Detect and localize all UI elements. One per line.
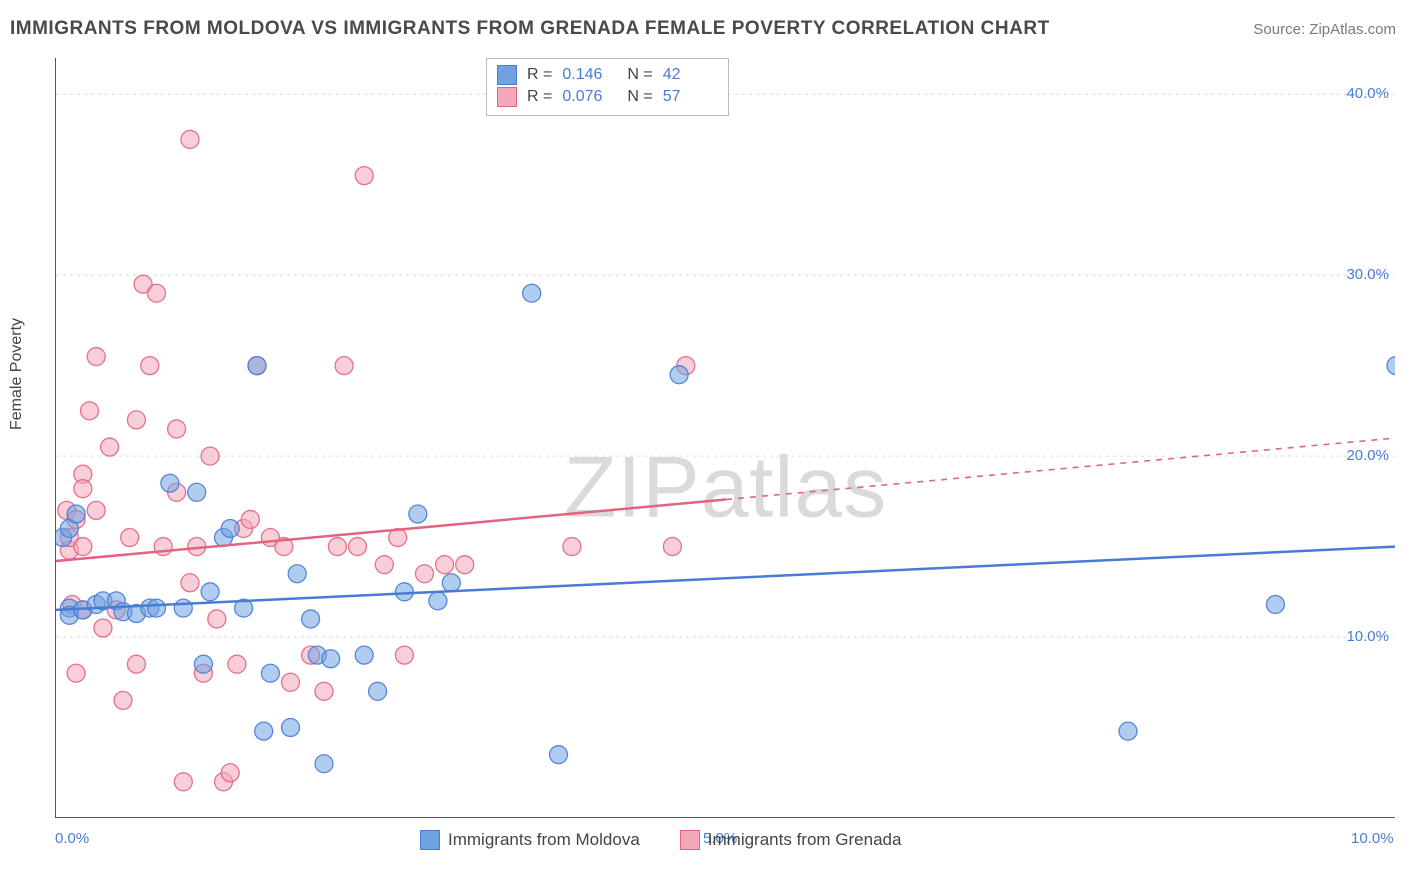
series-legend-item: Immigrants from Moldova — [420, 830, 640, 850]
legend-swatch — [497, 65, 517, 85]
y-tick-label: 20.0% — [1329, 447, 1389, 464]
n-value: 42 — [663, 66, 718, 84]
y-tick-label: 40.0% — [1329, 85, 1389, 102]
y-axis-label: Female Poverty — [8, 318, 26, 430]
r-value: 0.146 — [562, 66, 617, 84]
source-label: Source: ZipAtlas.com — [1253, 21, 1396, 38]
legend-row: R =0.146N =42 — [497, 65, 718, 85]
x-tick-label: 10.0% — [1351, 830, 1394, 847]
page-title: IMMIGRANTS FROM MOLDOVA VS IMMIGRANTS FR… — [10, 18, 1050, 40]
series-name: Immigrants from Grenada — [708, 830, 902, 850]
y-tick-label: 30.0% — [1329, 266, 1389, 283]
plot-area: ZIPatlas R =0.146N =42R =0.076N =57 10.0… — [55, 58, 1395, 818]
legend-swatch — [497, 87, 517, 107]
legend-swatch — [420, 830, 440, 850]
source-link[interactable]: ZipAtlas.com — [1309, 21, 1396, 38]
y-tick-label: 10.0% — [1329, 628, 1389, 645]
series-legend: Immigrants from Moldova Immigrants from G… — [420, 830, 901, 850]
x-tick-label: 0.0% — [55, 830, 89, 847]
legend-swatch — [680, 830, 700, 850]
series-legend-item: Immigrants from Grenada — [680, 830, 902, 850]
n-value: 57 — [663, 88, 718, 106]
correlation-legend: R =0.146N =42R =0.076N =57 — [486, 58, 729, 116]
r-value: 0.076 — [562, 88, 617, 106]
chart-svg — [56, 58, 1395, 817]
series-name: Immigrants from Moldova — [448, 830, 640, 850]
legend-row: R =0.076N =57 — [497, 87, 718, 107]
